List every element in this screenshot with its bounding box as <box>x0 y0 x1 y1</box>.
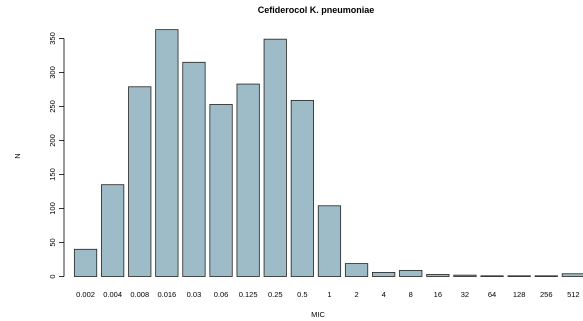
y-axis-label: N <box>13 153 22 158</box>
bar-4 <box>372 272 396 277</box>
x-tick-label: 0.125 <box>239 290 258 299</box>
bar-0.002 <box>73 248 98 277</box>
x-tick-label: 32 <box>461 290 469 299</box>
y-tick-label: 100 <box>48 202 57 215</box>
chart-title: Cefiderocol K. pneumoniae <box>258 5 375 15</box>
bar-0.125 <box>236 83 260 277</box>
bar-0.5 <box>290 99 314 277</box>
y-tick-label: 150 <box>48 168 57 181</box>
x-tick-label: 0.004 <box>103 290 122 299</box>
x-tick-label: 0.06 <box>214 290 229 299</box>
bar-1 <box>317 205 342 277</box>
x-tick-label: 8 <box>409 290 413 299</box>
bar-0.004 <box>101 184 125 277</box>
bar-64 <box>480 275 504 277</box>
x-tick-label: 0.008 <box>130 290 149 299</box>
x-tick-label: 512 <box>567 290 580 299</box>
x-tick-label: 0.25 <box>268 290 283 299</box>
x-tick-label: 0.002 <box>76 290 95 299</box>
x-tick-label: 128 <box>513 290 526 299</box>
x-tick-label: 0.03 <box>187 290 202 299</box>
x-tick-label: 64 <box>488 290 496 299</box>
bar-0.03 <box>182 61 206 277</box>
bars <box>73 29 583 277</box>
bar-32 <box>453 274 477 277</box>
x-tick-label: 1 <box>327 290 331 299</box>
bar-512 <box>561 273 583 277</box>
y-tick-label: 200 <box>48 134 57 147</box>
x-axis-label: MIC <box>311 310 325 319</box>
bar-0.008 <box>128 86 152 277</box>
y-tick-label: 250 <box>48 100 57 113</box>
x-tick-label: 256 <box>540 290 553 299</box>
bar-0.06 <box>209 104 233 277</box>
y-tick-label: 50 <box>48 238 57 246</box>
y-axis: 0 50 100 150 200 250 300 350 <box>48 32 65 279</box>
bar-256 <box>534 275 558 277</box>
bar-16 <box>426 274 450 277</box>
bar-8 <box>399 269 423 277</box>
y-tick-label: 350 <box>48 32 57 45</box>
bar-2 <box>344 263 369 277</box>
y-tick-label: 0 <box>48 274 57 278</box>
bar-0.016 <box>155 29 179 277</box>
x-tick-label: 0.5 <box>297 290 307 299</box>
bar-128 <box>507 275 531 277</box>
x-axis: 0.002 0.004 0.008 0.016 0.03 0.06 0.125 0.25 0.5… <box>76 290 579 299</box>
y-tick-label: 300 <box>48 66 57 79</box>
x-tick-label: 2 <box>354 290 358 299</box>
bar-0.25 <box>263 38 287 277</box>
x-tick-label: 0.016 <box>157 290 176 299</box>
x-tick-label: 16 <box>434 290 442 299</box>
x-tick-label: 4 <box>382 290 386 299</box>
